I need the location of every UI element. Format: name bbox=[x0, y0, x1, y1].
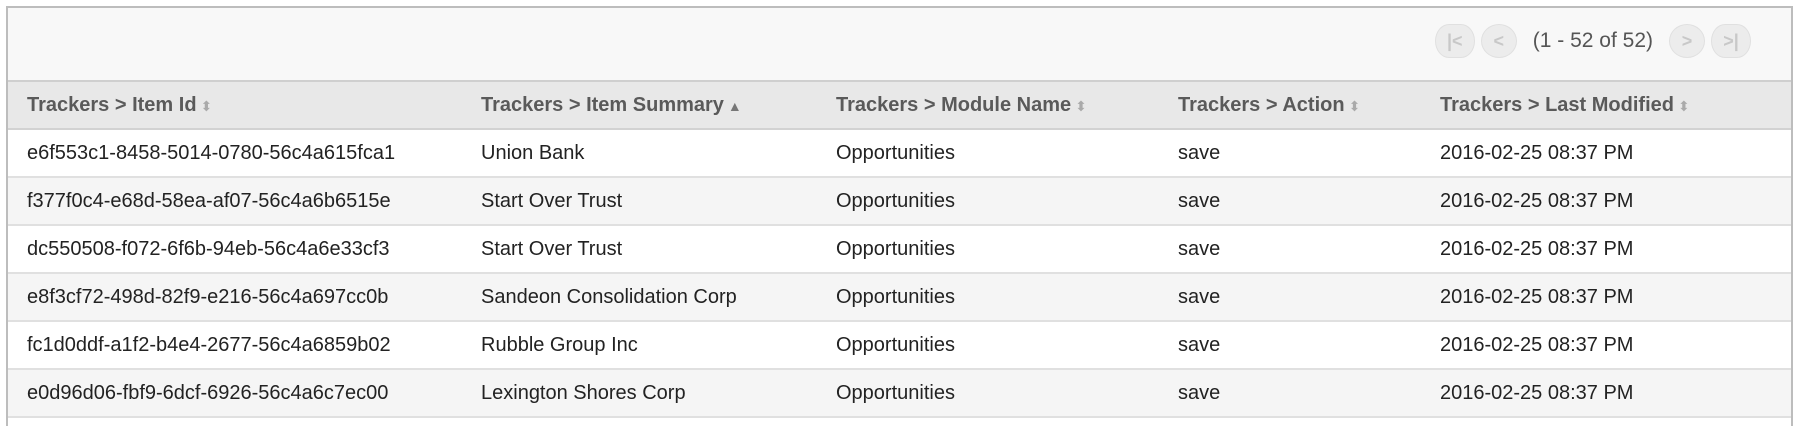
sort-ascending-icon[interactable]: ▲ bbox=[727, 97, 742, 114]
list-view: |< < (1 - 52 of 52) > >| Trackers > Item… bbox=[6, 6, 1793, 426]
column-header-label: Trackers > Item Summary bbox=[481, 93, 724, 116]
column-header-label: Trackers > Item Id bbox=[27, 93, 197, 116]
action-cell: save bbox=[1159, 369, 1421, 418]
module-name-cell: Opportunities bbox=[817, 225, 1159, 274]
sort-icon[interactable]: ⬍ bbox=[1075, 97, 1087, 114]
item-summary-cell: Union Bank bbox=[462, 129, 817, 178]
column-header-label: Trackers > Module Name bbox=[836, 93, 1072, 116]
item-summary-cell: Start Over Trust bbox=[462, 225, 817, 274]
module-name-cell: Opportunities bbox=[817, 369, 1159, 418]
table-row[interactable]: f377f0c4-e68d-58ea-af07-56c4a6b6515e Star… bbox=[8, 177, 1791, 226]
item-id-cell: e0d96d06-fbf9-6dcf-6926-56c4a6c7ec00 bbox=[8, 369, 462, 418]
module-name-cell: Opportunities bbox=[817, 273, 1159, 322]
last-modified-cell: 2016-02-25 08:37 PM bbox=[1421, 129, 1791, 178]
last-modified-cell: 2016-02-25 08:37 PM bbox=[1421, 177, 1791, 226]
module-name-cell: Opportunities bbox=[817, 177, 1159, 226]
sort-icon[interactable]: ⬍ bbox=[200, 97, 213, 114]
trackers-table: Trackers > Item Id ⬍ Trackers > Item Summa… bbox=[8, 82, 1791, 418]
last-modified-cell: 2016-02-25 08:37 PM bbox=[1421, 225, 1791, 274]
action-cell: save bbox=[1159, 225, 1421, 274]
column-header[interactable]: Trackers > Item Id ⬍ bbox=[8, 82, 462, 130]
module-name-cell: Opportunities bbox=[817, 321, 1159, 370]
item-id-cell: e8f3cf72-498d-82f9-e216-56c4a697cc0b bbox=[8, 273, 462, 322]
item-summary-cell: Start Over Trust bbox=[462, 177, 817, 226]
sort-icon[interactable]: ⬍ bbox=[1348, 97, 1361, 114]
first-page-icon[interactable]: |< bbox=[1434, 24, 1475, 58]
module-name-cell: Opportunities bbox=[817, 129, 1159, 178]
last-modified-cell: 2016-02-25 08:37 PM bbox=[1421, 273, 1791, 322]
action-cell: save bbox=[1159, 273, 1421, 322]
column-header[interactable]: Trackers > Last Modified ⬍ bbox=[1421, 82, 1791, 130]
table-row[interactable]: e0d96d06-fbf9-6dcf-6926-56c4a6c7ec00 Lexi… bbox=[8, 369, 1791, 418]
action-cell: save bbox=[1159, 129, 1421, 178]
table-row[interactable]: dc550508-f072-6f6b-94eb-56c4a6e33cf3 Star… bbox=[8, 225, 1791, 274]
pager: |< < (1 - 52 of 52) > >| bbox=[1434, 24, 1751, 58]
prev-page-icon[interactable]: < bbox=[1480, 24, 1517, 58]
column-header[interactable]: Trackers > Action ⬍ bbox=[1159, 82, 1421, 130]
column-header[interactable]: Trackers > Item Summary ▲ bbox=[462, 82, 817, 130]
table-row[interactable]: e8f3cf72-498d-82f9-e216-56c4a697cc0b Sand… bbox=[8, 273, 1791, 322]
header-row: Trackers > Item Id ⬍ Trackers > Item Summa… bbox=[8, 82, 1791, 130]
page-count: (1 - 52 of 52) bbox=[1532, 29, 1653, 52]
column-header-label: Trackers > Action bbox=[1178, 93, 1345, 116]
item-id-cell: fc1d0ddf-a1f2-b4e4-2677-56c4a6859b02 bbox=[8, 321, 462, 370]
item-summary-cell: Lexington Shores Corp bbox=[462, 369, 817, 418]
table-row[interactable]: e6f553c1-8458-5014-0780-56c4a615fca1 Unio… bbox=[8, 129, 1791, 178]
table-row[interactable]: fc1d0ddf-a1f2-b4e4-2677-56c4a6859b02 Rubb… bbox=[8, 321, 1791, 370]
next-page-icon[interactable]: > bbox=[1669, 24, 1705, 58]
item-id-cell: e6f553c1-8458-5014-0780-56c4a615fca1 bbox=[8, 129, 462, 178]
column-header-label: Trackers > Last Modified bbox=[1440, 93, 1674, 116]
item-id-cell: f377f0c4-e68d-58ea-af07-56c4a6b6515e bbox=[8, 177, 462, 226]
action-cell: save bbox=[1159, 321, 1421, 370]
column-header[interactable]: Trackers > Module Name ⬍ bbox=[817, 82, 1159, 130]
item-summary-cell: Sandeon Consolidation Corp bbox=[462, 273, 817, 322]
last-modified-cell: 2016-02-25 08:37 PM bbox=[1421, 369, 1791, 418]
item-id-cell: dc550508-f072-6f6b-94eb-56c4a6e33cf3 bbox=[8, 225, 462, 274]
last-modified-cell: 2016-02-25 08:37 PM bbox=[1421, 321, 1791, 370]
action-cell: save bbox=[1159, 177, 1421, 226]
last-page-icon[interactable]: >| bbox=[1711, 24, 1751, 58]
pagination-bar: |< < (1 - 52 of 52) > >| bbox=[8, 8, 1791, 82]
sort-icon[interactable]: ⬍ bbox=[1677, 97, 1690, 114]
item-summary-cell: Rubble Group Inc bbox=[462, 321, 817, 370]
